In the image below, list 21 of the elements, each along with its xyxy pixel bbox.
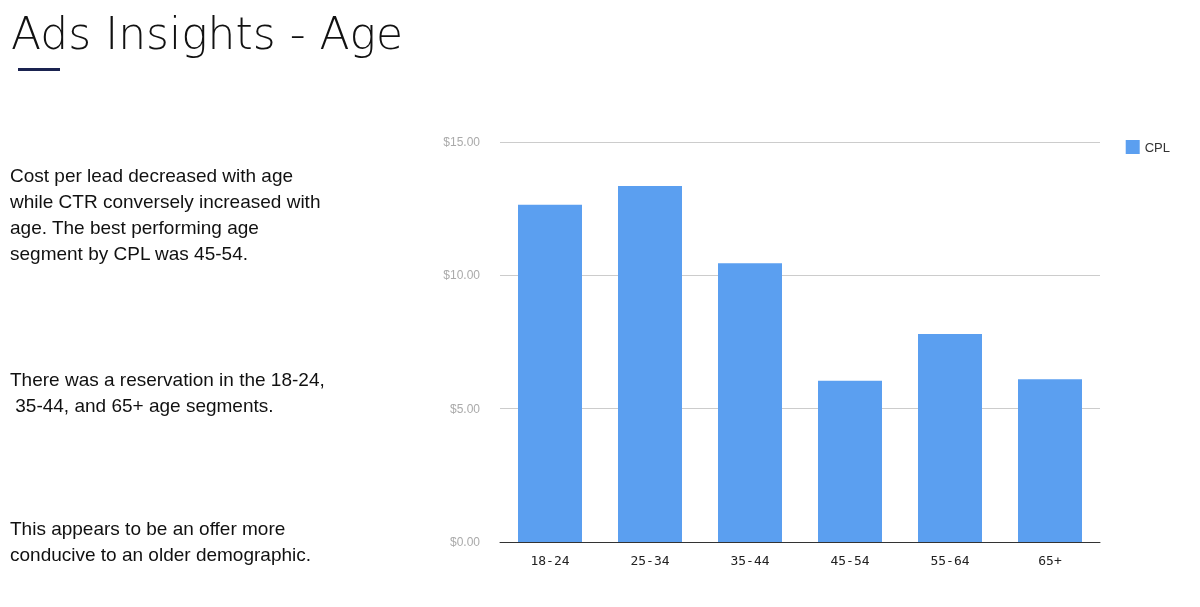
bar	[918, 334, 982, 542]
x-tick-label: 35-44	[730, 553, 770, 568]
text: There was a reservation in the 18-24, 35-44, and 65+ age segments.	[10, 368, 325, 416]
legend-label: CPL	[1144, 139, 1171, 155]
x-tick-label: 25-34	[630, 553, 670, 568]
x-tick-label: 65+	[1038, 553, 1062, 568]
x-tick-label: 55-64	[930, 553, 970, 568]
bar	[818, 380, 882, 542]
y-tick-label: $0.00	[449, 535, 481, 549]
chart-title: Ads Insights - Age	[11, 7, 404, 59]
bar	[718, 263, 782, 542]
bar	[618, 186, 682, 542]
bar	[518, 204, 582, 542]
text: This appears to be an offer more conducive to an older demographic.	[10, 517, 312, 565]
y-tick-label: $15.00	[443, 135, 481, 149]
x-tick-label: 45-54	[830, 553, 870, 568]
x-tick-label: 18-24	[530, 553, 570, 568]
bar	[1018, 379, 1082, 542]
y-tick-label: $10.00	[443, 268, 481, 283]
text: Cost per lead decreased with age while CTR conversely increased with age. The best performing age segment by CPL was 45-54.	[9, 164, 326, 264]
y-tick-label: $5.00	[449, 401, 481, 416]
